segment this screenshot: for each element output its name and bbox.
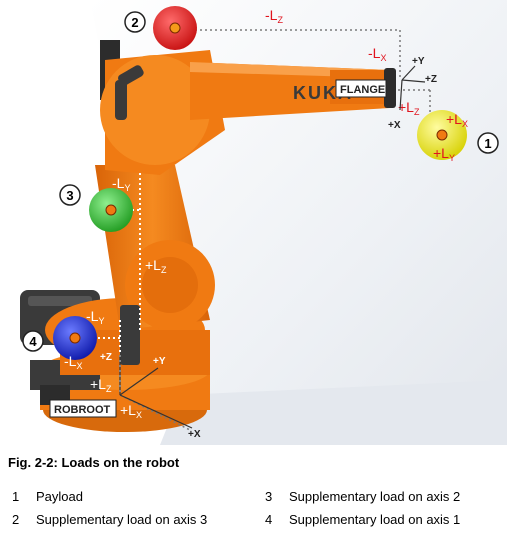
- root-axis-labels: +Z +Y +X: [100, 352, 201, 440]
- root-axes: [119, 355, 193, 429]
- svg-text:+LX: +LX: [120, 402, 142, 420]
- svg-text:+LZ: +LZ: [145, 257, 167, 275]
- svg-text:-LY: -LY: [86, 308, 104, 326]
- svg-text:+Y: +Y: [412, 56, 425, 67]
- robroot-label: ROBROOT: [54, 404, 111, 416]
- marker-1: 1: [477, 132, 499, 154]
- svg-text:4: 4: [29, 334, 37, 349]
- svg-text:+LZ: +LZ: [398, 99, 420, 117]
- legend-item-2: 2 Supplementary load on axis 3: [12, 512, 208, 527]
- svg-text:+LX: +LX: [446, 111, 468, 129]
- svg-text:+X: +X: [388, 120, 401, 131]
- svg-text:+X: +X: [188, 429, 201, 440]
- marker-3: 3: [59, 184, 81, 206]
- legend-item-4: 4 Supplementary load on axis 1: [265, 512, 461, 527]
- figure-caption: Fig. 2-2: Loads on the robot: [8, 455, 180, 470]
- svg-text:2: 2: [131, 15, 138, 30]
- svg-text:+Y: +Y: [153, 356, 166, 367]
- svg-text:+Z: +Z: [100, 352, 112, 363]
- load-labels-white: -LY +LZ -LY -LX +LZ +LX: [64, 175, 167, 420]
- svg-text:-LX: -LX: [64, 353, 82, 371]
- flange-axes: [399, 65, 426, 111]
- flange-axis-labels: +Y +Z +X: [388, 56, 437, 131]
- marker-4: 4: [22, 330, 44, 352]
- svg-text:3: 3: [66, 188, 73, 203]
- svg-text:+Z: +Z: [425, 74, 437, 85]
- svg-text:+LZ: +LZ: [90, 376, 112, 394]
- svg-text:+LY: +LY: [433, 145, 455, 163]
- load-labels-red: -LZ -LX +LZ +LX +LY: [265, 7, 468, 163]
- svg-text:-LX: -LX: [368, 45, 386, 63]
- svg-text:1: 1: [484, 136, 491, 151]
- flange-label: FLANGE: [340, 84, 385, 96]
- robot-figure: KUKA FLANGE 2 1 3 4 -L: [20, 0, 507, 445]
- svg-text:-LZ: -LZ: [265, 7, 283, 25]
- floor-shadow: [160, 380, 507, 445]
- legend-item-1: 1 Payload: [12, 489, 83, 504]
- legend-item-3: 3 Supplementary load on axis 2: [265, 489, 461, 504]
- marker-2: 2: [124, 11, 146, 33]
- svg-text:-LY: -LY: [112, 175, 130, 193]
